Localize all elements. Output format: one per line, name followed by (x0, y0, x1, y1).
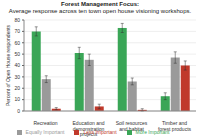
svg-text:Soil resourcesand habitat: Soil resourcesand habitat (116, 120, 148, 132)
svg-text:20: 20 (14, 85, 20, 91)
svg-text:70: 70 (14, 28, 20, 34)
svg-text:60: 60 (14, 40, 20, 46)
svg-text:80: 80 (14, 17, 20, 23)
svg-text:10: 10 (14, 96, 20, 102)
svg-text:Timber andforest products: Timber andforest products (158, 120, 192, 132)
svg-text:50: 50 (14, 51, 20, 57)
svg-text:0: 0 (17, 108, 20, 114)
svg-text:30: 30 (14, 74, 20, 80)
svg-text:Percent of Open House responde: Percent of Open House respondents (8, 24, 11, 106)
svg-text:Recreation: Recreation (33, 120, 57, 126)
svg-text:Education anddemonstrationproj: Education anddemonstrationprojects (73, 120, 105, 137)
svg-text:40: 40 (14, 62, 20, 68)
